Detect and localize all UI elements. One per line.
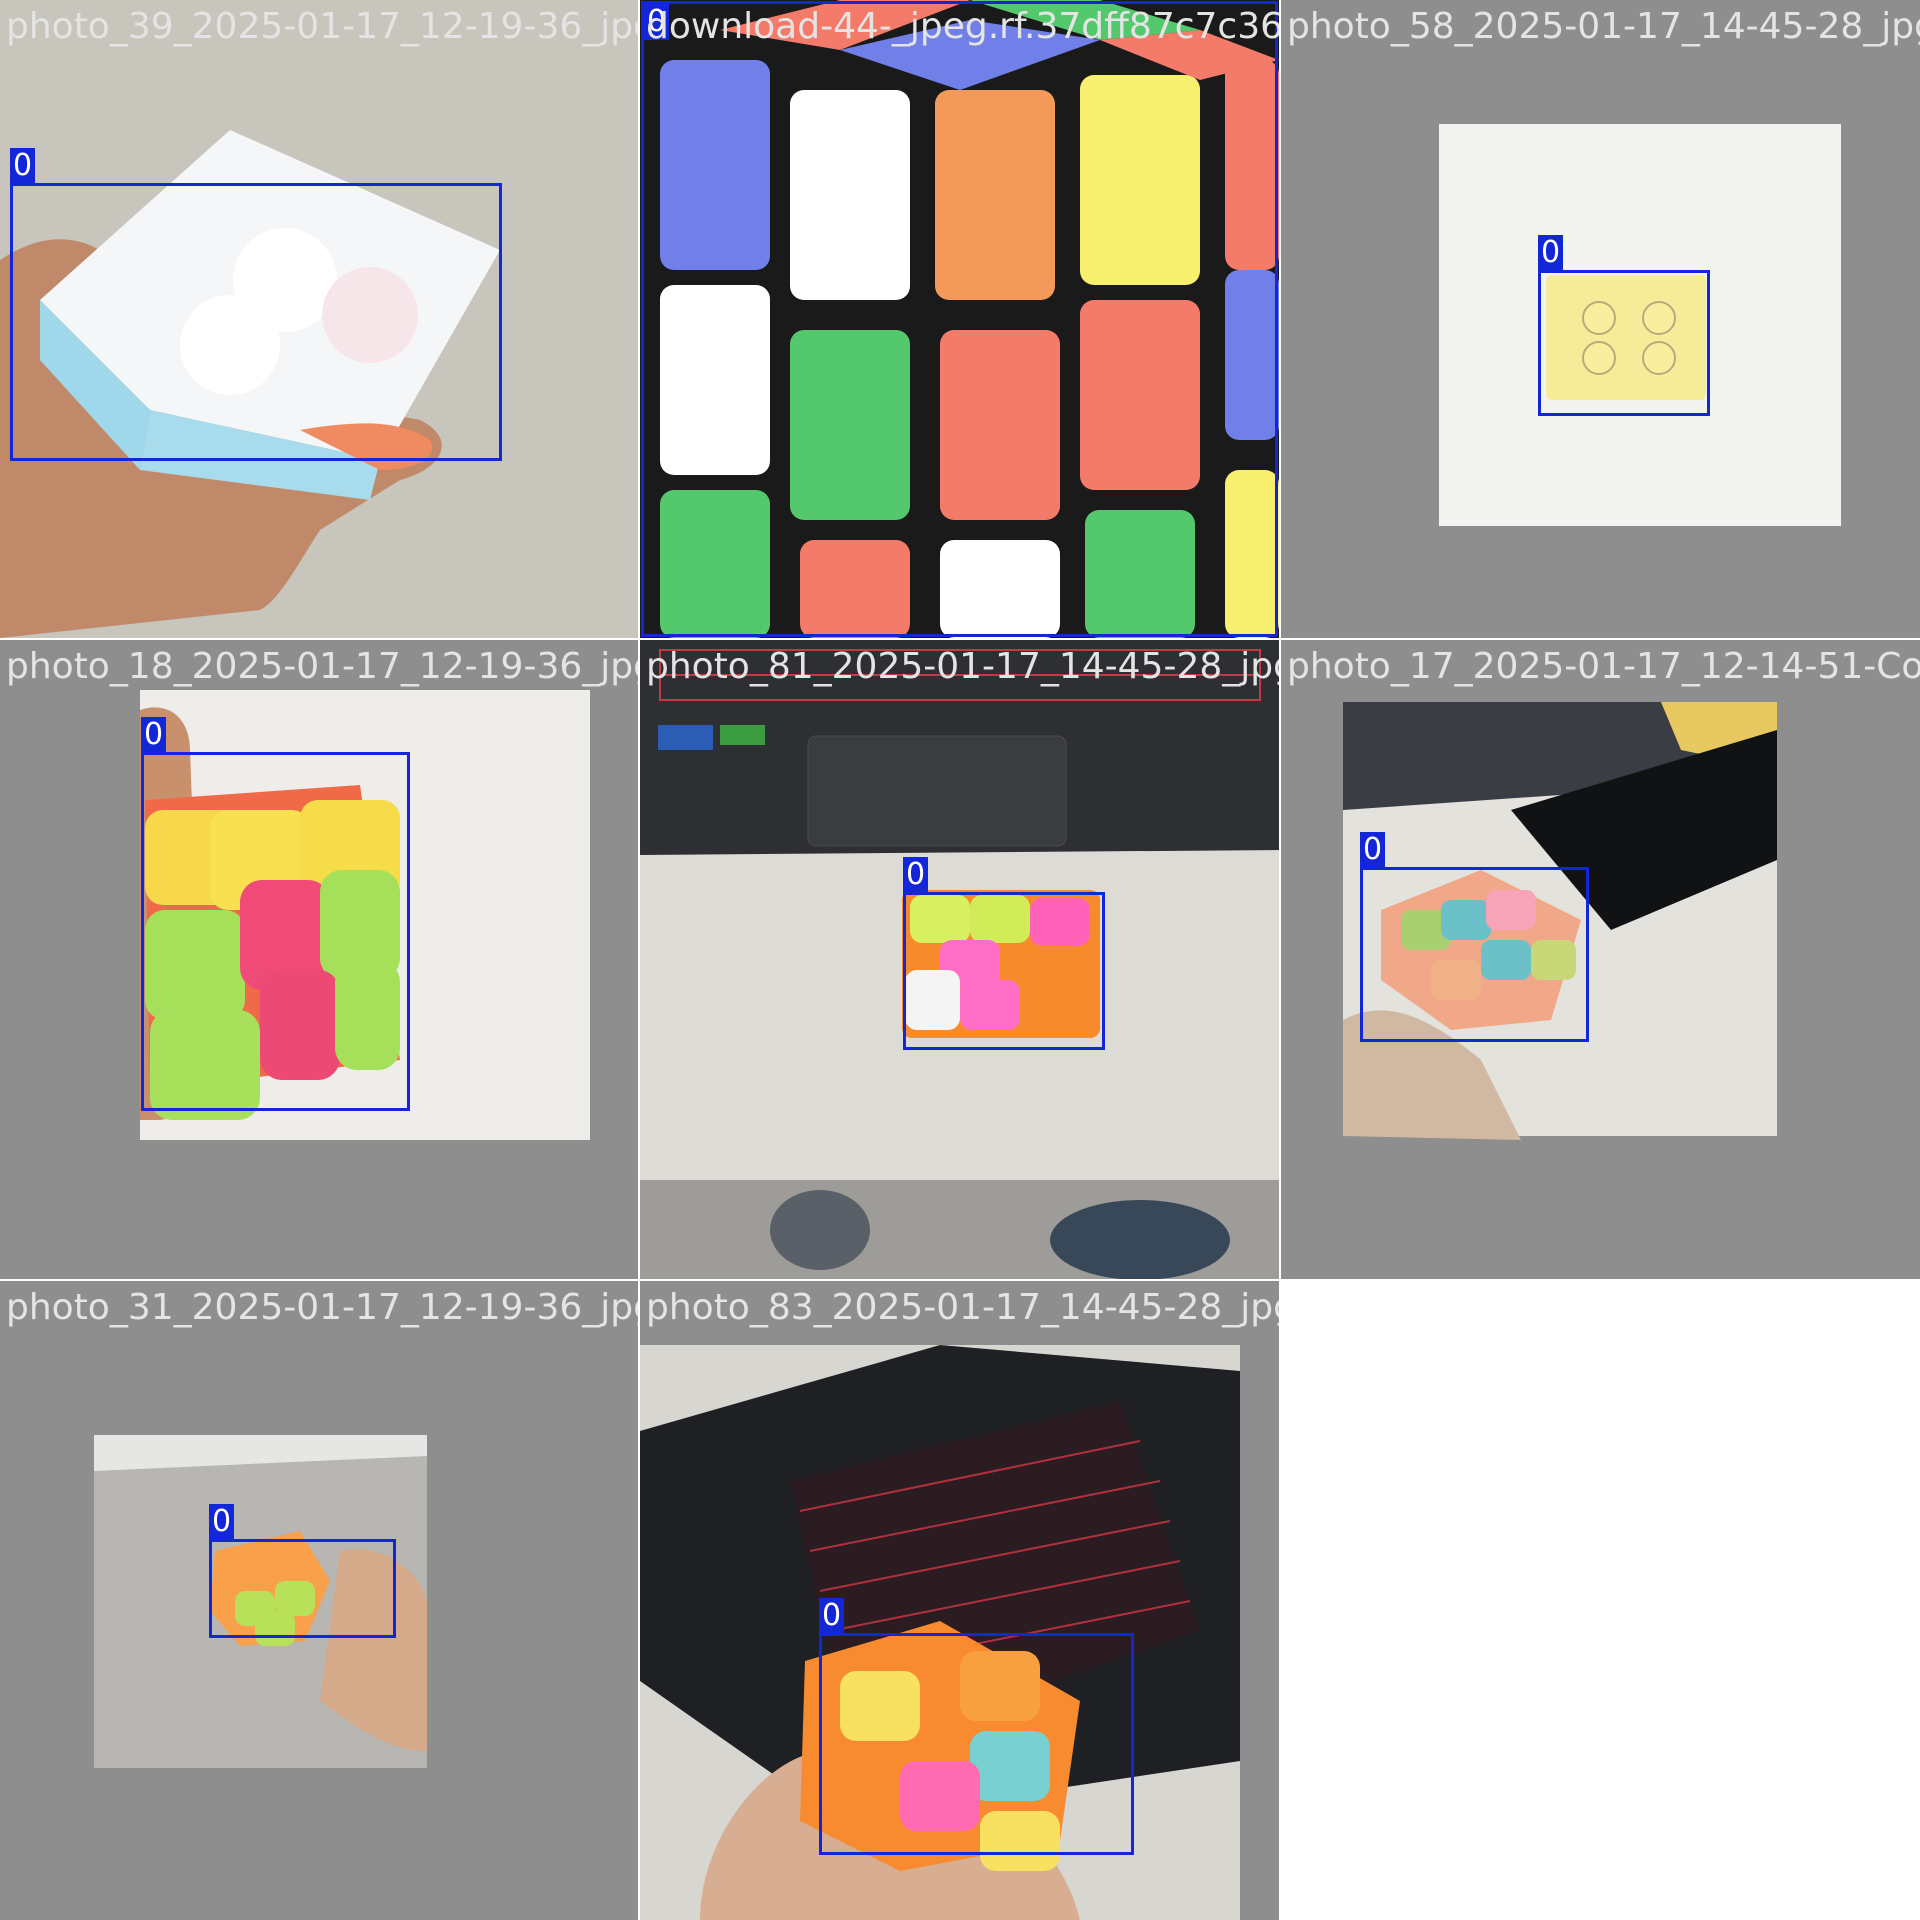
bounding-box: 0 [209,1539,396,1638]
image-caption: photo_58_2025-01-17_14-45-28_jpg.r [1287,4,1920,50]
bounding-box: 0 [1538,270,1710,416]
bounding-box: 0 [903,892,1105,1050]
image-tile-3: photo_58_2025-01-17_14-45-28_jpg.r 0 [1281,0,1920,638]
class-label: 0 [1360,832,1385,868]
image-tile-2: download-44-_jpeg.rf.37dff87c7c36b4d4413… [640,0,1279,638]
class-label: 0 [819,1598,844,1634]
image-caption: photo_83_2025-01-17_14-45-28_jpg.rf.0916 [646,1285,1279,1331]
bounding-box: 0 [641,1,1278,637]
class-label: 0 [209,1504,234,1540]
bounding-box: 0 [141,752,410,1111]
image-tile-4: photo_18_2025-01-17_12-19-36_jpg.rf.c87 … [0,640,638,1279]
bounding-box: 0 [1360,867,1589,1042]
grid-divider [1279,0,1281,1920]
image-tile-1: photo_39_2025-01-17_12-19-36_jpg.rf. 0 [0,0,638,638]
class-label: 0 [10,148,35,184]
class-label: 0 [141,717,166,753]
grid-divider [638,0,640,1920]
image-caption: photo_39_2025-01-17_12-19-36_jpg.rf. [6,4,638,50]
empty-slot [1281,1281,1920,1920]
bounding-box: 0 [819,1633,1134,1855]
class-label: 0 [1538,235,1563,271]
image-tile-5: photo_81_2025-01-17_14-45-28_jpg.rf.75c0… [640,640,1279,1279]
image-caption: photo_31_2025-01-17_12-19-36_jpg.rf.b06 [6,1285,638,1331]
image-caption: download-44-_jpeg.rf.37dff87c7c36b4d4413 [646,4,1279,50]
image-tile-6: photo_17_2025-01-17_12-14-51-Copy 0 [1281,640,1920,1279]
bounding-box: 0 [10,183,502,461]
class-label: 0 [903,857,928,893]
image-caption: photo_17_2025-01-17_12-14-51-Copy [1287,644,1920,690]
image-caption: photo_81_2025-01-17_14-45-28_jpg.rf.75c0 [646,644,1279,690]
image-tile-8: photo_83_2025-01-17_14-45-28_jpg.rf.0916… [640,1281,1279,1920]
grid-divider [0,638,1920,640]
image-caption: photo_18_2025-01-17_12-19-36_jpg.rf.c87 [6,644,638,690]
grid-divider [0,1279,1920,1281]
image-tile-7: photo_31_2025-01-17_12-19-36_jpg.rf.b06 … [0,1281,638,1920]
